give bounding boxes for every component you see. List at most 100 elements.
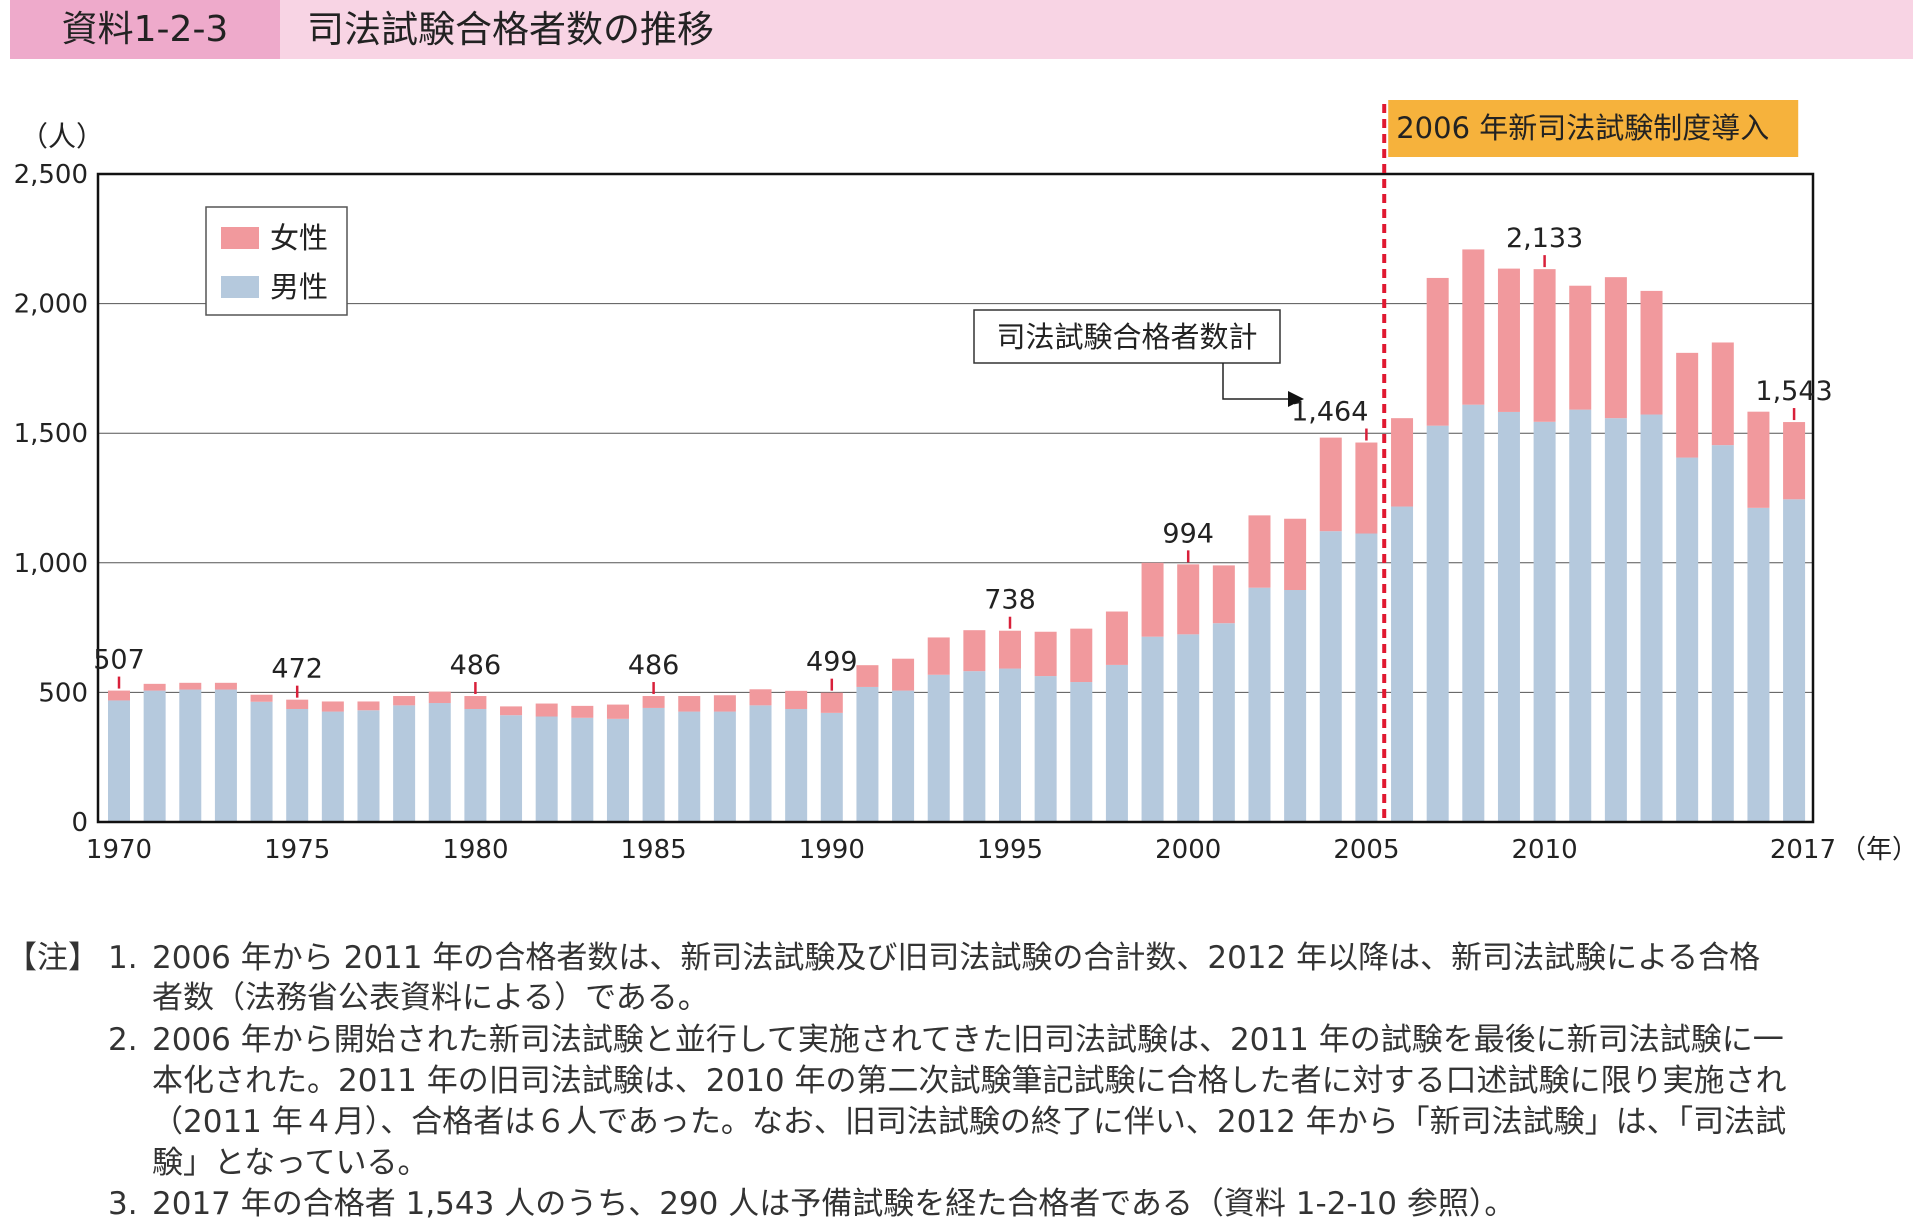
note-line: 2006 年から開始された新司法試験と並行して実施されてきた旧司法試験は、201… bbox=[152, 1022, 1784, 1058]
x-tick-label: 2010 bbox=[1512, 835, 1578, 865]
bar-male-2017 bbox=[1783, 499, 1806, 822]
bar-male-2000 bbox=[1177, 634, 1200, 822]
bar-female-2003 bbox=[1284, 518, 1307, 591]
bar-male-2003 bbox=[1284, 590, 1307, 822]
bar-female-1997 bbox=[1070, 628, 1093, 683]
bar-female-1985 bbox=[642, 696, 665, 708]
bar-male-1972 bbox=[179, 689, 202, 822]
bar-male-2012 bbox=[1604, 418, 1627, 822]
bar-male-2008 bbox=[1462, 404, 1485, 822]
bar-female-1972 bbox=[179, 682, 202, 690]
x-tick-label: 2017 bbox=[1770, 835, 1836, 865]
bar-male-2001 bbox=[1212, 623, 1235, 822]
bar-male-1971 bbox=[143, 690, 166, 822]
legend-label-female: 女性 bbox=[270, 221, 328, 255]
bar-male-2006 bbox=[1391, 506, 1414, 822]
plot-frame bbox=[96, 172, 1815, 824]
bar-female-2017 bbox=[1783, 422, 1806, 500]
figure-number: 資料1-2-3 bbox=[10, 0, 280, 59]
bar-male-2009 bbox=[1497, 411, 1520, 822]
y-tick-label: 2,000 bbox=[14, 290, 88, 320]
bar-male-1991 bbox=[856, 686, 879, 822]
bar-male-1990 bbox=[820, 712, 843, 822]
notes-prefix: 【注】 bbox=[6, 940, 99, 976]
bar-male-1980 bbox=[464, 708, 487, 822]
bar-female-2000 bbox=[1177, 564, 1200, 635]
bar-male-1996 bbox=[1034, 676, 1057, 822]
bar-female-2006 bbox=[1391, 418, 1414, 507]
bar-female-1986 bbox=[678, 696, 701, 712]
bar-male-1987 bbox=[713, 711, 736, 822]
bar-female-1973 bbox=[214, 682, 237, 690]
callout-label: 司法試験合格者数計 bbox=[996, 320, 1257, 354]
callout-box bbox=[973, 309, 1281, 364]
note-line: （2011 年４月）、合格者は６人であった。なお、旧司法試験の終了に伴い、201… bbox=[152, 1104, 1787, 1140]
bar-female-1978 bbox=[393, 696, 416, 706]
bar-female-2002 bbox=[1248, 515, 1271, 588]
data-label-2005: 1,464 bbox=[1291, 397, 1368, 428]
y-tick-label: 500 bbox=[38, 678, 88, 708]
bar-male-1970 bbox=[108, 700, 130, 822]
bar-male-2007 bbox=[1426, 425, 1449, 822]
bar-male-1995 bbox=[999, 668, 1021, 822]
bar-female-1982 bbox=[535, 703, 558, 717]
bar-female-1975 bbox=[286, 699, 309, 709]
bar-male-2002 bbox=[1248, 587, 1271, 822]
bar-female-1988 bbox=[749, 689, 772, 706]
bar-female-1999 bbox=[1141, 562, 1164, 637]
header-bar: 資料1-2-3 司法試験合格者数の推移 bbox=[10, 0, 1913, 59]
note-number: 1. bbox=[108, 940, 138, 976]
bar-female-2016 bbox=[1747, 411, 1770, 508]
note-number: 2. bbox=[108, 1022, 138, 1058]
note-line: 験」となっている。 bbox=[152, 1145, 429, 1181]
bar-male-1981 bbox=[500, 715, 523, 822]
y-tick-label: 1,500 bbox=[14, 419, 88, 449]
bar-female-1991 bbox=[856, 665, 879, 687]
bar-male-1989 bbox=[785, 708, 808, 822]
bar-male-1982 bbox=[535, 716, 558, 822]
x-tick-label: 2000 bbox=[1155, 835, 1221, 865]
bar-female-1977 bbox=[357, 701, 380, 711]
bar-male-1999 bbox=[1141, 636, 1164, 822]
x-tick-label: 1975 bbox=[264, 835, 330, 865]
bar-female-1995 bbox=[999, 630, 1021, 669]
bar-female-1990 bbox=[820, 692, 843, 713]
bar-female-1994 bbox=[963, 630, 986, 672]
bar-male-1976 bbox=[321, 711, 344, 822]
callout-arrow-icon bbox=[1288, 391, 1304, 407]
bar-male-1998 bbox=[1105, 664, 1128, 822]
bar-male-1994 bbox=[963, 671, 986, 822]
x-tick-label: 1980 bbox=[442, 835, 508, 865]
figure-title: 司法試験合格者数の推移 bbox=[307, 8, 714, 51]
note-line: 者数（法務省公表資料による）である。 bbox=[152, 980, 709, 1016]
bar-female-2011 bbox=[1569, 285, 1592, 410]
data-label-1970: 507 bbox=[93, 645, 145, 676]
x-tick-label: 1970 bbox=[86, 835, 152, 865]
note-line: 本化された。2011 年の旧司法試験は、2010 年の第二次試験筆記試験に合格し… bbox=[152, 1063, 1787, 1099]
data-label-1990: 499 bbox=[806, 647, 858, 678]
bar-female-2004 bbox=[1319, 437, 1342, 532]
bar-female-2010 bbox=[1533, 269, 1556, 422]
x-axis-unit: （年） bbox=[1840, 835, 1918, 865]
legend-swatch-male bbox=[221, 276, 259, 298]
bar-female-1974 bbox=[250, 694, 273, 702]
legend-swatch-female bbox=[221, 227, 259, 249]
bar-male-1992 bbox=[892, 690, 915, 822]
bar-female-1971 bbox=[143, 683, 166, 691]
bar-female-2007 bbox=[1426, 277, 1449, 426]
bar-male-2004 bbox=[1319, 531, 1342, 822]
bar-female-1979 bbox=[428, 691, 451, 704]
bar-male-1985 bbox=[642, 707, 665, 822]
bar-female-2015 bbox=[1711, 342, 1734, 446]
data-label-1975: 472 bbox=[271, 654, 323, 685]
y-tick-label: 2,500 bbox=[14, 160, 88, 190]
callout-leader-line bbox=[1222, 363, 1290, 400]
reform-label: 2006 年新司法試験制度導入 bbox=[1396, 111, 1769, 145]
bar-female-2012 bbox=[1604, 277, 1627, 419]
bar-male-1973 bbox=[214, 689, 237, 822]
bar-male-2011 bbox=[1569, 409, 1592, 822]
legend-label-male: 男性 bbox=[270, 270, 328, 304]
data-label-1980: 486 bbox=[450, 650, 502, 681]
bar-male-1993 bbox=[927, 674, 950, 822]
